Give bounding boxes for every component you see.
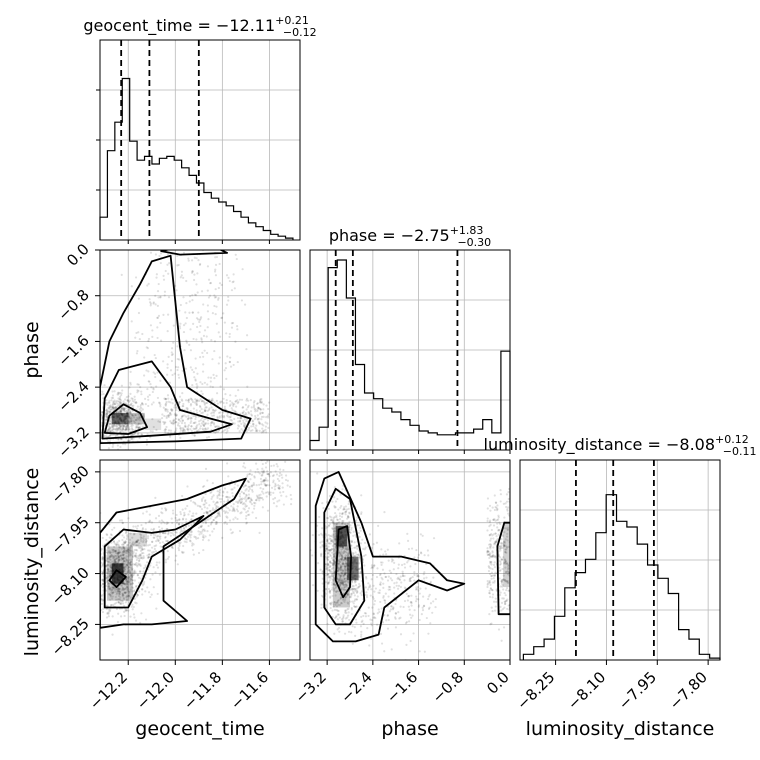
xtick-label-luminosity_distance: −8.25 [513, 668, 558, 713]
xlabel-phase: phase [381, 718, 438, 740]
density-phase-luminosity_distance [332, 522, 510, 608]
contour-geo-phase-2 [101, 360, 233, 440]
histogram-geocent_time [99, 77, 294, 240]
xlabel-luminosity-distance: luminosity_distance [526, 718, 715, 740]
ytick-label-phase: 0.0 [63, 240, 93, 270]
contour-geo-phase-1 [103, 403, 148, 435]
panel-frame [309, 459, 511, 661]
xtick-label-geocent_time: −11.6 [227, 668, 272, 713]
panel-frame [99, 459, 301, 661]
xlabel-geocent-time: geocent_time [135, 718, 264, 740]
xtick-label-phase: −3.2 [291, 668, 329, 706]
density-geocent_time-phase [111, 412, 162, 430]
contour-phase-dist-1 [334, 525, 352, 599]
contour-phase-dist-2 [323, 487, 366, 626]
xtick-label-phase: −0.8 [429, 668, 467, 706]
ytick-label-phase: −0.8 [54, 286, 92, 324]
contour-geo-dist-2 [103, 515, 205, 609]
title-geocent-time: geocent_time = −12.11+0.21 −0.12 [83, 14, 316, 39]
ytick-label-phase: −2.4 [54, 377, 92, 415]
xtick-label-phase: −2.4 [337, 668, 375, 706]
contour-phase-dist-3 [314, 471, 466, 643]
contour-phase-dist-edge [496, 521, 510, 616]
xtick-label-luminosity_distance: −7.80 [666, 668, 711, 713]
title-phase: phase = −2.75+1.83 −0.30 [329, 224, 491, 249]
panel-frame [309, 249, 511, 451]
contour-geo-dist-3 [100, 477, 247, 629]
xtick-label-phase: 0.0 [483, 668, 513, 698]
panel-frame [99, 249, 301, 451]
ytick-label-luminosity_distance: −7.80 [48, 462, 93, 507]
panel-frame [519, 459, 721, 661]
histogram-luminosity_distance [522, 494, 721, 660]
histogram-layer [99, 40, 721, 660]
ytick-label-luminosity_distance: −8.25 [48, 615, 93, 660]
contour-geo-phase-3 [100, 254, 252, 444]
ylabel-phase: phase [21, 321, 43, 378]
ytick-label-phase: −3.2 [54, 423, 92, 461]
ytick-label-luminosity_distance: −7.95 [48, 513, 93, 558]
xtick-label-luminosity_distance: −7.95 [615, 668, 660, 713]
ylabel-luminosity-distance: luminosity_distance [21, 468, 43, 657]
xtick-label-luminosity_distance: −8.10 [564, 668, 609, 713]
ytick-label-phase: −1.6 [54, 332, 92, 370]
contour-geo-phase-top [160, 250, 228, 256]
title-luminosity-distance: luminosity_distance = −8.08+0.12 −0.11 [484, 433, 757, 458]
ytick-label-luminosity_distance: −8.10 [48, 564, 93, 609]
xtick-label-geocent_time: −11.8 [180, 668, 225, 713]
contour-geo-dist-1 [108, 569, 127, 588]
scatter-layer [100, 250, 510, 660]
xtick-label-geocent_time: −12.0 [133, 668, 178, 713]
xtick-label-phase: −1.6 [383, 668, 421, 706]
histogram-phase [309, 259, 511, 450]
xtick-label-geocent_time: −12.2 [86, 668, 131, 713]
contour-layer [100, 250, 510, 643]
